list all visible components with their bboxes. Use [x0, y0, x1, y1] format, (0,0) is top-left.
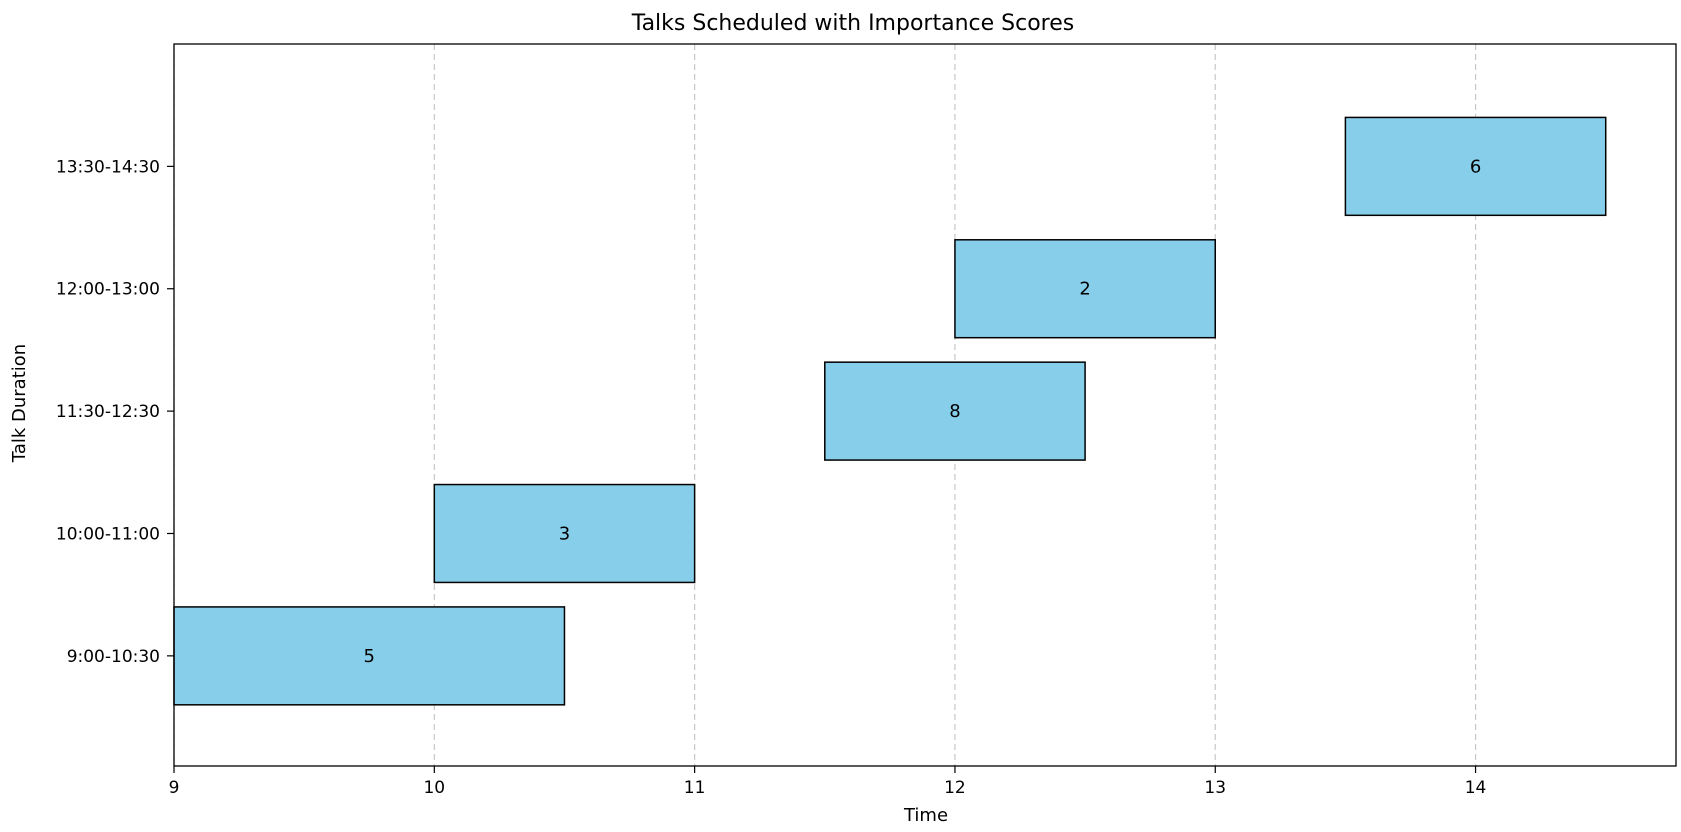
- bar: [173, 606, 566, 706]
- bar-score-label: 6: [1470, 156, 1481, 177]
- bar: [1344, 116, 1607, 217]
- x-tick-label: 14: [1465, 778, 1487, 798]
- y-tick-label: 12:00-13:00: [56, 280, 160, 300]
- bar-score-label: 5: [364, 646, 375, 667]
- bars: 5 3 8 2 6: [173, 116, 1607, 706]
- chart-title: Talks Scheduled with Importance Scores: [631, 11, 1074, 36]
- x-tick-label: 9: [169, 778, 180, 798]
- bar-score-label: 8: [949, 401, 960, 422]
- bar-score-label: 3: [559, 523, 570, 544]
- x-tick-label: 10: [423, 778, 445, 798]
- y-tick-label: 11:30-12:30: [56, 402, 160, 422]
- bar: [824, 361, 1086, 461]
- plot-frame: [173, 43, 1677, 767]
- bar-score-label: 2: [1079, 279, 1090, 300]
- x-tick-label: 11: [684, 778, 706, 798]
- bar: [954, 239, 1216, 339]
- bar: [433, 483, 696, 584]
- y-tick-label: 9:00-10:30: [67, 647, 160, 667]
- y-tick-label: 10:00-11:00: [56, 524, 160, 544]
- x-axis-label: Time: [903, 805, 948, 826]
- x-tick-label: 13: [1204, 778, 1226, 798]
- x-tick-label: 12: [944, 778, 966, 798]
- axes: 9 10 11 12 13 14 9:00-10:30 10:00-11:00 11:30-12…: [56, 43, 1677, 798]
- y-tick-label: 13:30-14:30: [56, 157, 160, 177]
- y-axis-label: Talk Duration: [9, 344, 30, 463]
